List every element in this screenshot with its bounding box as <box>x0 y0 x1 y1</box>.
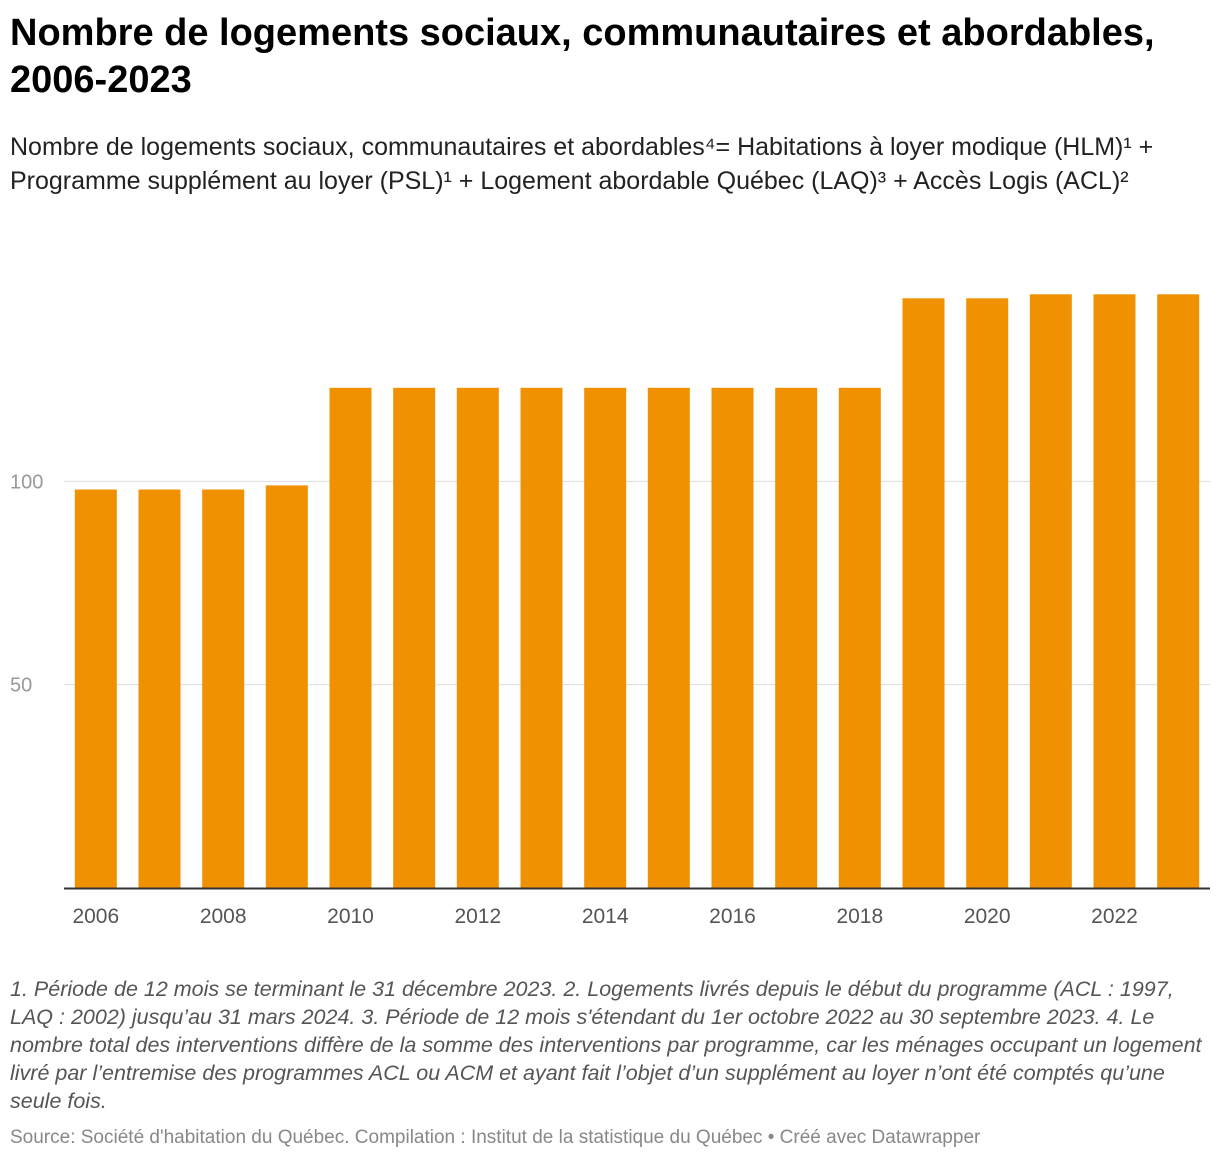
bar-2008 <box>202 489 245 888</box>
bar-2022 <box>1093 294 1136 888</box>
y-tick-label: 100 <box>10 471 43 493</box>
bar-2020 <box>966 298 1009 888</box>
bar-2017 <box>775 387 818 888</box>
bar-2019 <box>902 298 945 888</box>
x-tick-label: 2010 <box>327 905 374 928</box>
bar-2018 <box>838 387 881 888</box>
bars <box>74 294 1200 888</box>
source-credit: Source: Société d'habitation du Québec. … <box>10 1127 981 1148</box>
x-tick-label: 2008 <box>200 905 247 928</box>
bar-2023 <box>1157 294 1200 888</box>
bar-2006 <box>74 489 117 888</box>
bar-2007 <box>138 489 181 888</box>
bar-2015 <box>647 387 690 888</box>
bar-2014 <box>584 387 627 888</box>
x-tick-label: 2006 <box>72 905 119 928</box>
bar-2013 <box>520 387 563 888</box>
x-tick-label: 2014 <box>582 905 629 928</box>
y-tick-label: 50 <box>10 675 32 697</box>
bar-2011 <box>393 387 436 888</box>
bar-2021 <box>1029 294 1072 888</box>
x-tick-label: 2020 <box>964 905 1011 928</box>
chart-subtitle: Nombre de logements sociaux, communautai… <box>10 133 1154 195</box>
bar-2016 <box>711 387 754 888</box>
chart-title: Nombre de logements sociaux, communautai… <box>10 12 1155 101</box>
x-tick-label: 2016 <box>709 905 756 928</box>
bar-2009 <box>265 485 308 888</box>
x-tick-label: 2022 <box>1091 905 1138 928</box>
footnotes: 1. Période de 12 mois se terminant le 31… <box>10 977 1202 1113</box>
x-tick-label: 2018 <box>836 905 883 928</box>
bar-2010 <box>329 387 372 888</box>
bar-2012 <box>456 387 499 888</box>
gridlines: 50 100 <box>10 471 1210 697</box>
x-tick-label: 2012 <box>454 905 501 928</box>
x-axis-ticks: 2006 2008 2010 2012 2014 2016 2018 2020 2022 <box>72 905 1137 928</box>
